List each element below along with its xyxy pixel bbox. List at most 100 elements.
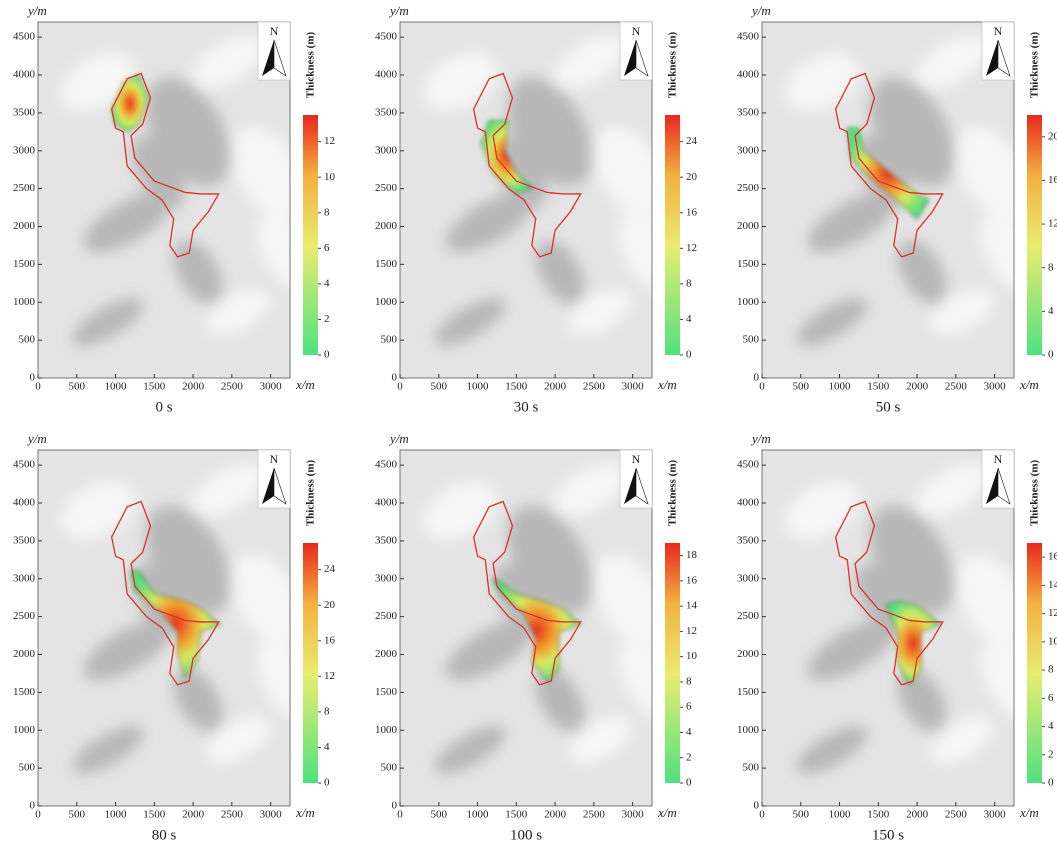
colorbar-tick-label: 8 (686, 277, 692, 289)
colorbar-tick-label: 0 (324, 349, 330, 361)
terrain-shadow (930, 288, 994, 336)
y-tick-label: 4000 (375, 69, 398, 81)
x-axis-label: x/m (657, 805, 677, 820)
x-tick-label: 1500 (143, 381, 166, 393)
colorbar-tick-label: 10 (1048, 635, 1057, 647)
terrain-shadow (434, 726, 506, 774)
colorbar-tick-label: 8 (1048, 261, 1054, 273)
terrain-shadow (191, 35, 265, 89)
y-tick-label: 4500 (737, 459, 760, 471)
source-outline (834, 72, 944, 258)
colorbar-tick-label: 16 (1048, 174, 1057, 186)
colorbar-tick-label: 12 (324, 135, 335, 147)
x-tick-label: 3000 (984, 381, 1007, 393)
x-tick-label: 1500 (867, 809, 890, 821)
colorbar-label: Thickness (m) (305, 32, 317, 99)
plot-frame (37, 21, 291, 379)
y-tick-label: 2500 (375, 610, 398, 622)
y-tick-label: 500 (19, 334, 36, 346)
colorbar-tick-label: 12 (686, 242, 697, 254)
x-tick-label: 0 (759, 381, 765, 393)
y-axis-label: y/m (750, 3, 771, 18)
x-tick-label: 1000 (105, 809, 128, 821)
x-tick-label: 0 (759, 809, 765, 821)
terrain-shadow (807, 619, 897, 681)
north-arrow-right (635, 467, 649, 505)
north-arrow (624, 40, 636, 76)
terrain-shadow (83, 619, 173, 681)
caption: 80 s (152, 827, 177, 843)
y-tick-label: 0 (754, 372, 760, 384)
x-tick-label: 2000 (544, 381, 567, 393)
x-tick-label: 3000 (984, 809, 1007, 821)
terrain-shadow (256, 639, 290, 721)
colorbar-tick-label: 12 (686, 625, 697, 637)
colorbar-tick-label: 6 (686, 701, 692, 713)
x-tick-label: 1500 (505, 381, 528, 393)
y-tick-label: 0 (392, 800, 398, 812)
y-tick-label: 500 (381, 762, 398, 774)
north-label: N (994, 452, 1003, 466)
y-tick-label: 3000 (375, 572, 398, 584)
colorbar-tick-label: 14 (686, 600, 698, 612)
terrain-shadow (618, 639, 652, 721)
north-arrow (624, 468, 636, 504)
x-axis-label: x/m (1019, 805, 1039, 820)
y-tick-label: 500 (743, 334, 760, 346)
y-tick-label: 0 (30, 800, 36, 812)
y-tick-label: 1000 (13, 724, 36, 736)
flow-deposit (846, 127, 930, 220)
terrain-shadow (568, 288, 632, 336)
x-tick-label: 2000 (182, 809, 205, 821)
north-arrow (262, 468, 274, 504)
terrain-shadow (423, 480, 497, 540)
colorbar (303, 115, 318, 355)
plot-area (400, 22, 652, 378)
colorbar-tick-label: 14 (1048, 579, 1057, 591)
north-label: N (632, 24, 641, 38)
colorbar-tick-label: 2 (1048, 748, 1054, 760)
terrain-shadow (191, 463, 265, 517)
terrain-shadow (930, 716, 994, 764)
y-axis-label: y/m (26, 3, 47, 18)
y-axis-label: y/m (750, 431, 771, 446)
colorbar (1027, 115, 1042, 355)
x-tick-label: 0 (397, 381, 403, 393)
source-outline (472, 500, 582, 686)
terrain-shadow (553, 463, 627, 517)
y-tick-label: 3500 (375, 534, 398, 546)
terrain-shadow (83, 191, 173, 253)
terrain-shadow (173, 240, 223, 304)
colorbar-tick-label: 10 (686, 650, 698, 662)
y-tick-label: 2500 (737, 610, 760, 622)
x-tick-label: 0 (35, 381, 41, 393)
terrain-shadow (593, 554, 652, 646)
y-tick-label: 3000 (13, 144, 36, 156)
y-tick-label: 1000 (737, 724, 760, 736)
x-tick-label: 2500 (583, 381, 606, 393)
colorbar-tick-label: 20 (686, 171, 698, 183)
terrain-shadow (955, 126, 1014, 218)
terrain-shadow (231, 126, 290, 218)
plot-area (38, 22, 290, 378)
y-tick-label: 4000 (737, 69, 760, 81)
y-tick-label: 2000 (13, 220, 36, 232)
terrain-shadow (915, 463, 989, 517)
x-tick-label: 500 (431, 809, 448, 821)
colorbar-tick-label: 4 (1048, 305, 1054, 317)
plot-area (400, 450, 652, 806)
colorbar-tick-label: 12 (1048, 607, 1057, 619)
colorbar-tick-label: 0 (686, 777, 692, 789)
north-label: N (270, 452, 279, 466)
colorbar-label: Thickness (m) (1029, 460, 1041, 527)
y-tick-label: 4000 (13, 69, 36, 81)
flow-deposit (130, 570, 222, 679)
terrain-shadow (72, 298, 144, 346)
y-tick-label: 1500 (13, 258, 36, 270)
terrain-shadow (897, 240, 947, 304)
x-tick-label: 3000 (260, 381, 283, 393)
north-arrow (986, 40, 998, 76)
y-tick-label: 1500 (737, 686, 760, 698)
y-tick-label: 4500 (737, 31, 760, 43)
